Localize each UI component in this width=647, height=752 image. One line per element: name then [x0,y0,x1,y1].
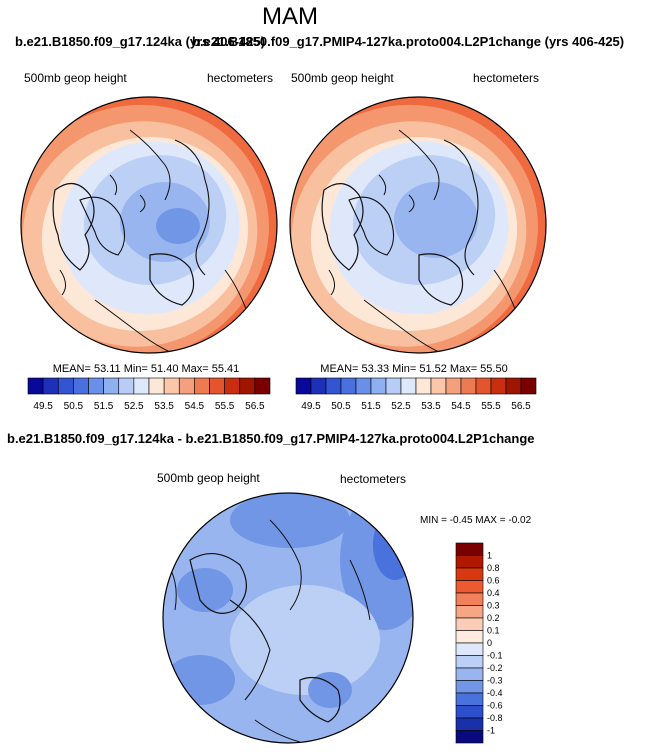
top-title-b: b.e21.B1850.f09_g17.PMIP4-127ka.proto004… [192,34,624,49]
cbar3-tick-label: 0 [487,638,492,648]
cbar3-box-10 [455,667,484,681]
diff-map [162,492,414,744]
cbar3-tick-label: 0.6 [487,576,500,586]
cbar2-tick-label: 54.5 [451,401,471,412]
cbar1-box-7 [133,377,150,395]
cbar1-box-6 [118,377,135,395]
cbar3-tick-label: -0.1 [487,651,503,661]
cbar1-box-13 [224,377,241,395]
cbar1-tick-label: 54.5 [185,401,205,412]
cbar3-tick-label: 0.1 [487,626,500,636]
cbar3-box-14 [455,717,484,731]
cbar2-tick-label: 55.5 [481,401,501,412]
cbar3-box-12 [455,692,484,706]
colorbar-panel2: 49.5 50.5 51.5 52.5 53.5 54.5 55.5 56.5 [295,377,537,412]
panel2-variable: 500mb geop height [291,71,394,85]
top-title-a: b.e21.B1850.f09_g17.124ka (yrs 406-425) [15,34,265,49]
cbar2-box-0 [295,377,312,395]
cbar3-tick-label: -0.8 [487,713,503,723]
cbar3-box-6 [455,617,484,631]
cbar3-tick-label: -0.3 [487,676,503,686]
cbar2-box-5 [370,377,387,395]
cbar2-box-13 [490,377,507,395]
cbar1-tick-label: 56.5 [245,401,265,412]
cbar2-box-8 [415,377,432,395]
cbar1-tick-label: 51.5 [94,401,114,412]
cbar3-tick-label: 0.3 [487,601,500,611]
panel1-variable: 500mb geop height [24,71,127,85]
cbar1-box-15 [254,377,271,395]
cbar3-box-0 [455,542,484,556]
cbar2-box-9 [430,377,447,395]
cbar1-tick-label: 49.5 [33,401,53,412]
cbar1-box-11 [194,377,210,395]
panel1-units: hectometers [207,71,273,85]
cbar1-tick-label: 50.5 [64,401,84,412]
cbar3-box-8 [455,642,484,656]
cbar1-box-12 [209,377,225,395]
colorbar-panel1: 49.5 50.5 51.5 52.5 53.5 54.5 55.5 56.5 [27,377,271,412]
cbar3-tick-label: 0.4 [487,588,500,598]
cbar3-box-13 [455,705,484,719]
cbar3-tick-label: -0.2 [487,663,503,673]
cbar3-box-4 [455,592,484,606]
cbar3-box-2 [455,567,484,581]
panel2-units: hectometers [473,71,539,85]
cbar3-box-11 [455,680,484,694]
diff-units: hectometers [340,472,406,486]
cbar3-tick-label: -0.4 [487,688,503,698]
diff-stats: MIN = -0.45 MAX = -0.02 [420,515,532,526]
cbar2-box-6 [385,377,402,395]
cbar3-box-3 [455,580,484,594]
cbar3-box-9 [455,655,484,669]
colorbar-diff: 1 0.8 0.6 0.4 0.3 0.2 0.1 0 -0.1 -0.2 -0.3 -0.4 -0.6… [455,542,503,744]
cbar2-box-2 [325,377,342,395]
panel1-map [20,96,278,354]
cbar1-box-9 [163,377,180,395]
cbar2-box-14 [505,377,522,395]
cbar2-tick-label: 51.5 [361,401,381,412]
cbar3-tick-label: 1 [487,551,492,561]
cbar1-tick-label: 52.5 [124,401,144,412]
cbar2-tick-label: 56.5 [511,401,531,412]
cbar1-box-3 [73,377,89,395]
cbar2-box-4 [355,377,372,395]
cbar1-box-1 [42,377,59,395]
cbar1-box-2 [57,377,74,395]
cbar2-box-7 [400,377,417,395]
cbar3-box-7 [455,630,484,644]
cbar3-box-15 [455,730,484,744]
cbar2-box-1 [310,377,327,395]
diff-title: b.e21.B1850.f09_g17.124ka - b.e21.B1850.… [7,431,535,446]
diff-variable: 500mb geop height [157,471,260,485]
cbar3-tick-label: 0.2 [487,613,500,623]
cbar1-tick-label: 55.5 [215,401,235,412]
cbar3-tick-label: -0.6 [487,701,503,711]
cbar2-tick-label: 52.5 [391,401,411,412]
cbar2-box-11 [460,377,477,395]
cbar1-box-14 [239,377,256,395]
cbar3-tick-label: 0.8 [487,563,500,573]
cbar1-box-5 [103,377,120,395]
cbar3-tick-label: -1 [487,726,495,736]
cbar2-box-15 [520,377,537,395]
cbar2-tick-label: 49.5 [301,401,321,412]
cbar1-box-0 [27,377,44,395]
cbar1-box-8 [148,377,165,395]
cbar2-tick-label: 50.5 [331,401,351,412]
panel2-stats: MEAN= 53.33 Min= 51.52 Max= 55.50 [320,363,507,375]
cbar1-box-10 [178,377,195,395]
main-title: MAM [262,3,318,30]
cbar3-box-5 [455,605,484,619]
cbar2-tick-label: 53.5 [421,401,441,412]
panel1-stats: MEAN= 53.11 Min= 51.40 Max= 55.41 [53,363,240,375]
cbar1-tick-label: 53.5 [154,401,174,412]
cbar3-box-1 [455,555,484,569]
cbar1-box-4 [88,377,104,395]
panel2-map [289,96,547,354]
cbar2-box-12 [475,377,492,395]
cbar2-box-10 [445,377,462,395]
cbar2-box-3 [340,377,357,395]
